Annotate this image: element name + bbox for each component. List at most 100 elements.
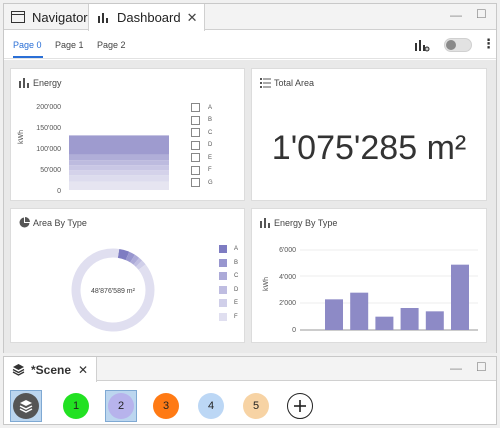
toggle-switch[interactable] [444,38,472,57]
tab-page-0[interactable]: Page 0 [13,40,42,50]
legend-checkbox[interactable] [191,140,200,150]
scene-button-2[interactable]: 2 [105,390,137,422]
energy-by-type-title: Energy By Type [274,218,338,228]
close-icon[interactable]: ✕ [186,9,198,25]
maximize-icon[interactable]: ☐ [476,360,487,374]
energy-ytick: 0 [57,188,61,195]
scene-circle: 4 [198,393,224,419]
legend-label: E [208,154,213,161]
close-icon[interactable]: ✕ [78,362,89,377]
ebt-bar [350,292,369,330]
energy-stack-segment [69,170,169,176]
energy-title: Energy [33,78,62,88]
legend-checkbox[interactable] [191,178,200,187]
scene-button-4[interactable]: 4 [195,390,227,422]
energy-stack-segment [69,175,169,182]
ebt-bar [375,316,394,330]
energy-ylabel: kWh [18,130,25,144]
energy-stack-segment [69,181,169,190]
energy-card: Energy kWh 200'000 150'000 100'000 50'00… [10,68,245,201]
scene-button-1[interactable]: 1 [60,390,92,422]
donut-slice [117,248,130,261]
total-area-card: Total Area 1'075'285 m² [251,68,487,201]
ebt-ylabel: kWh [263,277,270,291]
ebt-ytick: 6'000 [279,247,296,254]
legend-label: A [234,246,239,252]
area-donut-chart: 48'876'589 m² [71,248,155,332]
active-page-indicator [13,56,43,58]
energy-ytick: 200'000 [36,104,61,111]
total-area-value: 1'075'285 m² [271,129,467,167]
donut-center-label: 48'876'589 m² [91,288,136,295]
maximize-icon[interactable]: ☐ [476,7,487,21]
legend-checkbox[interactable] [191,115,200,125]
energy-stack-segment [69,165,169,171]
donut-legend-item: A [219,245,238,253]
energy-ytick: 50'000 [40,167,61,174]
legend-label: F [234,313,238,320]
legend-checkbox[interactable] [191,103,200,112]
area-by-type-title: Area By Type [33,218,87,228]
tab-dashboard[interactable]: Dashboard ✕ [88,4,205,31]
tab-scene[interactable]: *Scene ✕ [4,357,98,382]
scene-tabbar: *Scene ✕ — ☐ [4,357,496,382]
bar-chart-icon [260,218,270,228]
legend-swatch [219,299,227,307]
energy-legend-item[interactable]: A [191,103,212,112]
legend-checkbox[interactable] [191,165,200,175]
ebt-ytick: 4'000 [279,274,296,281]
more-options-icon[interactable]: ⋮ [482,36,495,51]
minimize-icon[interactable]: — [450,8,462,22]
tab-navigator-label: Navigator [32,9,88,25]
legend-label: B [234,259,239,266]
energy-stack-segment [69,160,169,166]
total-area-title: Total Area [274,78,315,88]
minimize-icon[interactable]: — [450,361,462,375]
layers-icon [13,393,39,419]
add-chart-icon[interactable] [414,38,430,57]
legend-label: C [234,273,239,279]
legend-checkbox[interactable] [191,153,200,162]
legend-label: C [208,129,213,136]
energy-legend-item[interactable]: E [191,153,212,162]
energy-by-type-card: Energy By Type kWh 6'000 4'000 2'000 0 [251,208,487,343]
energy-legend-item[interactable]: D [191,140,213,150]
scene-circle: 5 [243,393,269,419]
legend-label: D [234,286,239,293]
ebt-bar [425,311,444,330]
energy-chart: kWh 200'000 150'000 100'000 50'000 0 [18,104,169,195]
energy-stack-segment [69,154,169,161]
energy-legend-item[interactable]: C [191,128,212,137]
scene-circle: 3 [153,393,179,419]
donut-slice [130,254,140,265]
tab-navigator[interactable]: Navigator [10,4,88,30]
bar-chart-icon [95,10,111,26]
ebt-ytick: 0 [292,327,296,334]
legend-label: F [208,167,212,173]
scene-button-3[interactable]: 3 [150,390,182,422]
energy-legend-item[interactable]: B [191,115,213,125]
energy-legend-item[interactable]: F [191,165,212,175]
add-scene-button[interactable] [284,390,316,422]
legend-swatch [219,272,227,280]
list-icon [260,78,271,88]
energy-legend-item[interactable]: G [191,178,213,187]
legend-label: B [208,117,213,123]
legend-swatch [219,312,227,321]
tab-page-2[interactable]: Page 2 [97,40,126,50]
legend-label: A [208,104,213,111]
dashboard-content: Energy kWh 200'000 150'000 100'000 50'00… [4,60,496,353]
layers-button[interactable] [10,390,42,422]
donut-legend-item: E [219,299,238,307]
legend-label: D [208,142,213,148]
ebt-bar [400,308,419,330]
donut-slice [133,257,143,267]
tab-page-1[interactable]: Page 1 [55,40,84,50]
legend-checkbox[interactable] [191,128,200,137]
scene-button-5[interactable]: 5 [240,390,272,422]
plus-icon [287,393,313,419]
tab-dashboard-label: Dashboard [117,10,181,25]
donut-legend-item: F [219,312,238,321]
legend-swatch [219,285,227,294]
